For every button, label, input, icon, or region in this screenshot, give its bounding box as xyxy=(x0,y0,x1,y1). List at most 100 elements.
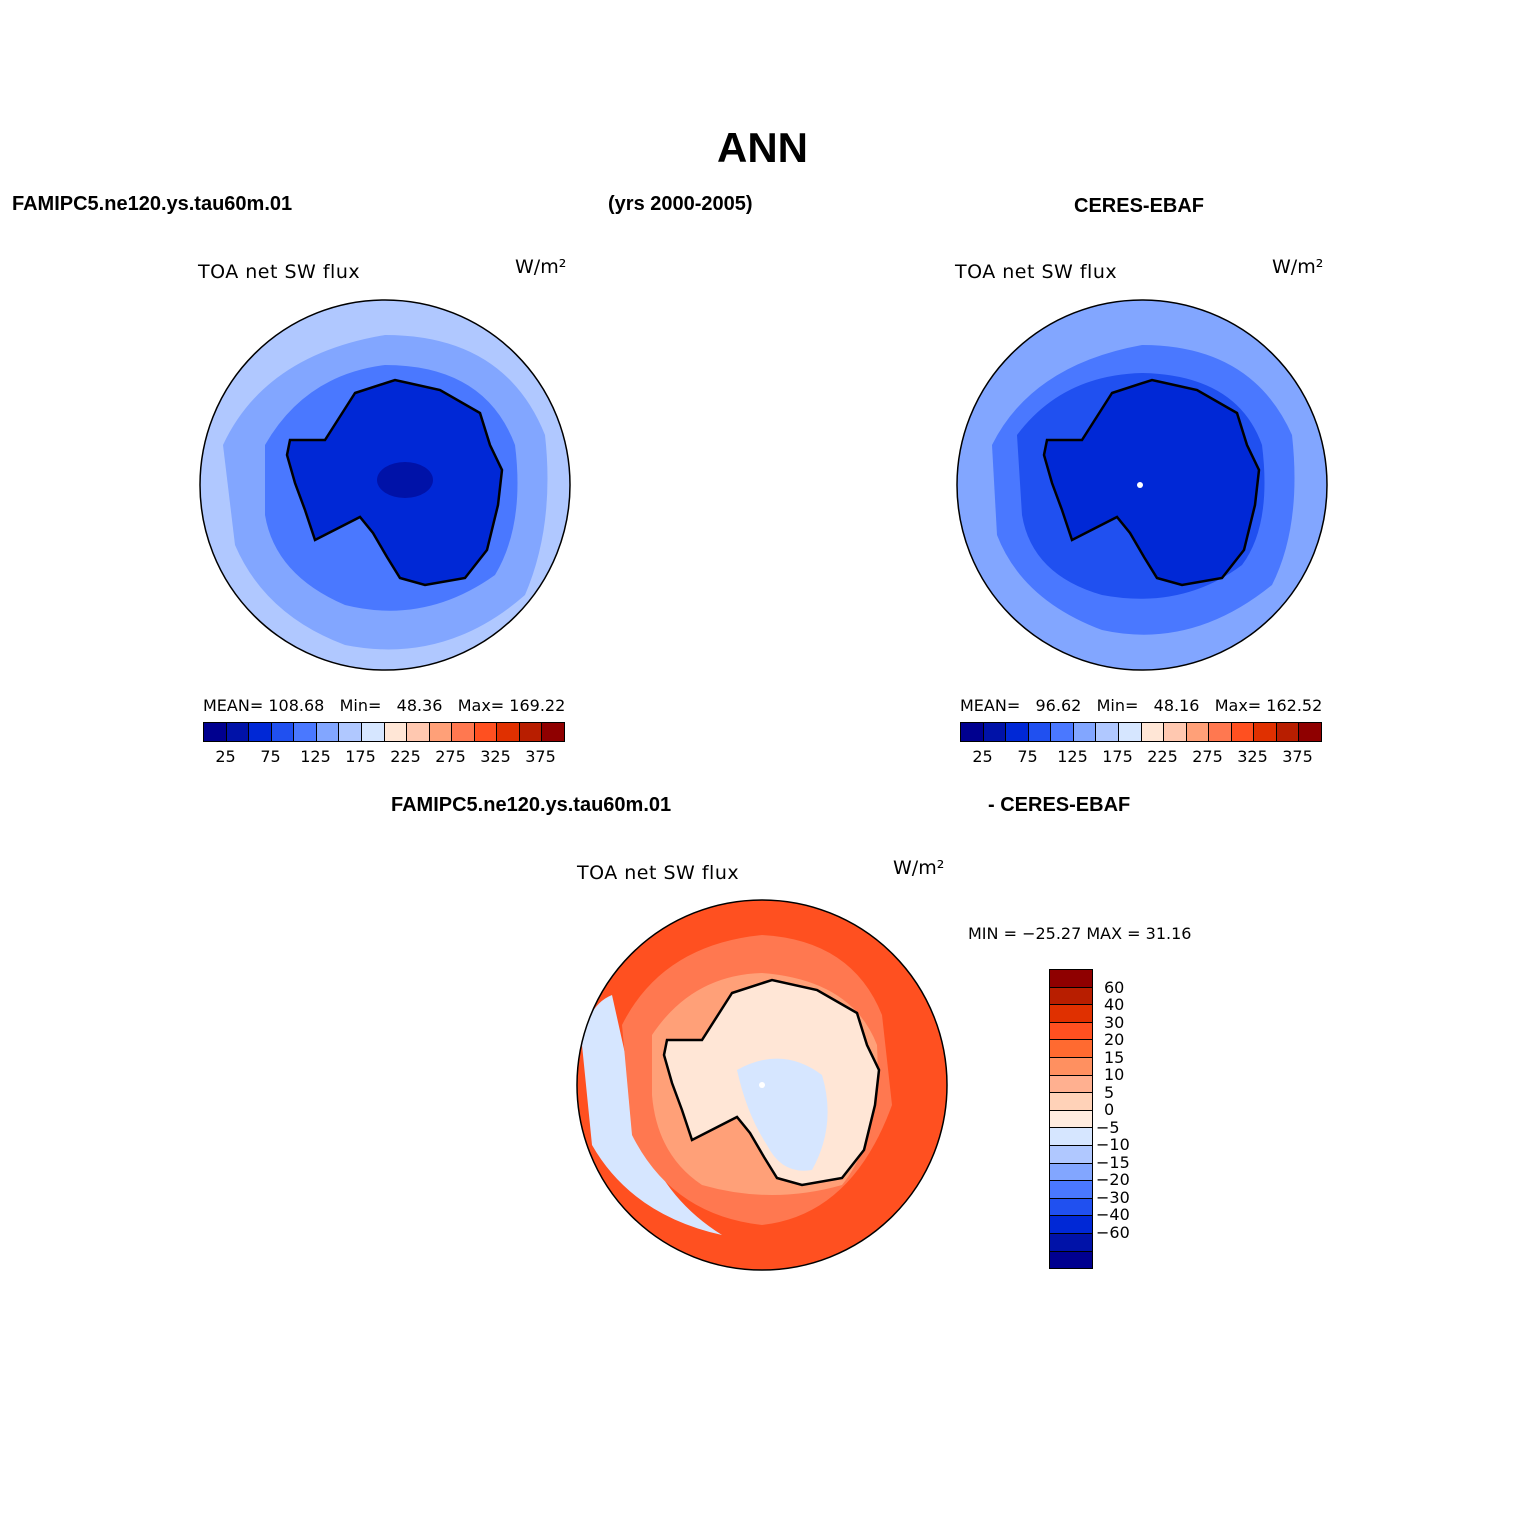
colorbar-box xyxy=(294,723,317,741)
panel2-units: W/m² xyxy=(1272,256,1324,278)
diff-colorbar-tick-label: −40 xyxy=(1096,1205,1130,1225)
colorbar-box xyxy=(316,723,340,741)
panel1-colorbar-tick-label: 225 xyxy=(390,747,421,766)
panel1-colorbar xyxy=(203,722,565,742)
diff-colorbar-tick-label: 30 xyxy=(1104,1012,1125,1032)
colorbar-box xyxy=(1006,723,1029,741)
colorbar-box xyxy=(1276,723,1300,741)
panel1-polar-map xyxy=(199,299,571,671)
diff-colorbar-tick-label: −20 xyxy=(1096,1170,1130,1190)
colorbar-box xyxy=(1299,723,1321,741)
panel1-colorbar-tick-label: 125 xyxy=(300,747,331,766)
colorbar-box xyxy=(497,723,520,741)
panel1-colorbar-tick-label: 325 xyxy=(480,747,511,766)
diff-polar-map xyxy=(576,899,948,1271)
page-title: ANN xyxy=(717,124,808,171)
colorbar-box xyxy=(407,723,430,741)
panel1-stats: MEAN= 108.68 Min= 48.36 Max= 169.22 xyxy=(203,696,566,715)
colorbar-box xyxy=(1050,1128,1092,1146)
diff-colorbar-tick-label: −60 xyxy=(1096,1222,1130,1242)
diff-header-right: - CERES-EBAF xyxy=(988,794,1131,816)
diff-colorbar-tick-label: 40 xyxy=(1104,995,1125,1015)
obs-dataset-name: CERES-EBAF xyxy=(1074,195,1205,217)
colorbar-box xyxy=(1050,1075,1092,1094)
colorbar-box xyxy=(429,723,453,741)
colorbar-box xyxy=(452,723,475,741)
panel2-colorbar-tick-label: 275 xyxy=(1192,747,1223,766)
panel1-core xyxy=(377,462,433,498)
colorbar-box xyxy=(1050,1093,1092,1111)
diff-colorbar-tick-label: −10 xyxy=(1096,1135,1130,1155)
colorbar-box xyxy=(1050,1233,1092,1252)
colorbar-box xyxy=(1073,723,1097,741)
panel2-colorbar-tick-label: 175 xyxy=(1102,747,1133,766)
panel2-antarctica xyxy=(1042,378,1261,587)
panel1-colorbar-tick-label: 375 xyxy=(525,747,556,766)
colorbar-box xyxy=(1050,1181,1092,1199)
diff-colorbar-tick-label: −5 xyxy=(1096,1117,1120,1137)
panel2-colorbar-tick-label: 225 xyxy=(1147,747,1178,766)
colorbar-box xyxy=(961,723,984,741)
colorbar-box xyxy=(1050,1110,1092,1129)
colorbar-box xyxy=(542,723,564,741)
colorbar-box xyxy=(271,723,295,741)
diff-header-left: FAMIPC5.ne120.ys.tau60m.01 xyxy=(391,794,672,816)
panel2-colorbar-tick-label: 375 xyxy=(1282,747,1313,766)
panel2-colorbar xyxy=(960,722,1322,742)
diff-variable-title: TOA net SW flux xyxy=(577,862,740,884)
colorbar-box xyxy=(384,723,408,741)
colorbar-box xyxy=(1050,1145,1092,1164)
diff-colorbar-tick-label: 0 xyxy=(1104,1100,1115,1120)
diff-colorbar-tick-label: 60 xyxy=(1104,977,1125,997)
diff-colorbar-tick-label: 15 xyxy=(1104,1047,1125,1067)
panel2-variable-title: TOA net SW flux xyxy=(955,261,1118,283)
diff-colorbar-tick-label: −15 xyxy=(1096,1152,1130,1172)
colorbar-box xyxy=(1050,970,1092,988)
model-case-name: FAMIPC5.ne120.ys.tau60m.01 xyxy=(12,193,293,215)
panel1-colorbar-tick-label: 25 xyxy=(215,747,236,766)
colorbar-box xyxy=(519,723,543,741)
colorbar-box xyxy=(226,723,250,741)
panel1-variable-title: TOA net SW flux xyxy=(198,261,361,283)
diff-colorbar-tick-label: 20 xyxy=(1104,1030,1125,1050)
diff-colorbar-tick-label: 5 xyxy=(1104,1082,1115,1102)
colorbar-box xyxy=(1186,723,1210,741)
diff-negative-sector xyxy=(582,995,722,1235)
panel2-pole-marker xyxy=(1137,482,1143,488)
colorbar-box xyxy=(1050,1040,1092,1058)
colorbar-box xyxy=(1050,1005,1092,1023)
panel1-colorbar-tick-label: 75 xyxy=(260,747,281,766)
panel2-colorbar-tick-label: 125 xyxy=(1057,747,1088,766)
colorbar-box xyxy=(1164,723,1187,741)
diff-colorbar-tick-label: −30 xyxy=(1096,1187,1130,1207)
colorbar-box xyxy=(1050,1216,1092,1234)
panel2-colorbar-tick-label: 75 xyxy=(1017,747,1038,766)
colorbar-box xyxy=(1028,723,1052,741)
colorbar-box xyxy=(1051,723,1074,741)
colorbar-box xyxy=(339,723,362,741)
panel2-stats: MEAN= 96.62 Min= 48.16 Max= 162.52 xyxy=(960,696,1323,715)
panel2-colorbar-tick-label: 325 xyxy=(1237,747,1268,766)
diff-colorbar-tick-label: 10 xyxy=(1104,1065,1125,1085)
colorbar-box xyxy=(1209,723,1232,741)
panel1-units: W/m² xyxy=(515,256,567,278)
colorbar-box xyxy=(204,723,227,741)
colorbar-box xyxy=(1141,723,1165,741)
colorbar-box xyxy=(1254,723,1277,741)
colorbar-box xyxy=(1050,1022,1092,1041)
colorbar-box xyxy=(1050,1251,1092,1269)
diff-colorbar xyxy=(1049,969,1093,1269)
colorbar-box xyxy=(1096,723,1119,741)
colorbar-box xyxy=(249,723,272,741)
colorbar-box xyxy=(1050,1198,1092,1217)
diff-pole-marker xyxy=(759,1082,765,1088)
colorbar-box xyxy=(361,723,385,741)
panel1-colorbar-tick-label: 275 xyxy=(435,747,466,766)
years-label: (yrs 2000-2005) xyxy=(608,193,753,215)
colorbar-box xyxy=(1050,1057,1092,1076)
colorbar-box xyxy=(474,723,498,741)
colorbar-box xyxy=(1050,1163,1092,1182)
panel2-colorbar-tick-label: 25 xyxy=(972,747,993,766)
diff-units: W/m² xyxy=(893,857,945,879)
panel1-colorbar-tick-label: 175 xyxy=(345,747,376,766)
